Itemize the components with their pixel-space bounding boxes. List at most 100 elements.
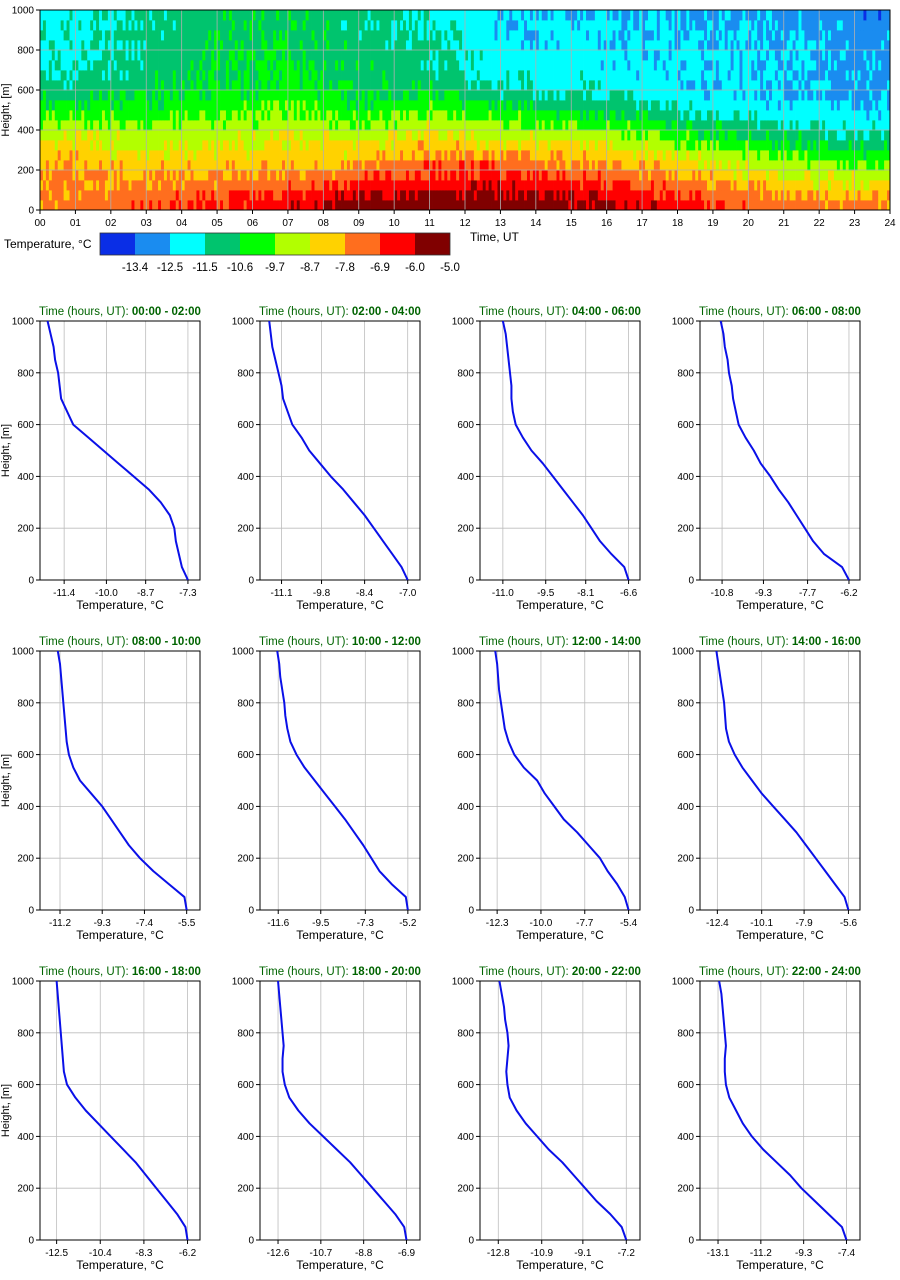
heatmap-cell xyxy=(491,80,495,91)
heatmap-cell xyxy=(618,50,622,61)
heatmap-cell xyxy=(465,100,469,111)
heatmap-cell xyxy=(768,180,773,191)
heatmap-cell xyxy=(763,160,767,171)
heatmap-cell xyxy=(692,40,696,51)
heatmap-cell xyxy=(87,160,91,171)
heatmap-cell xyxy=(541,80,546,91)
heatmap-cell xyxy=(158,110,162,121)
heatmap-cell xyxy=(695,150,699,161)
heatmap-cell xyxy=(727,200,732,211)
heatmap-cell xyxy=(488,90,492,101)
heatmap-cell xyxy=(559,200,563,211)
heatmap-cell xyxy=(423,150,428,161)
heatmap-cell xyxy=(872,170,876,181)
heatmap-cell xyxy=(485,110,490,121)
heatmap-cell xyxy=(594,90,599,101)
heatmap-cell xyxy=(783,200,788,211)
heatmap-cell xyxy=(40,150,44,161)
heatmap-cell xyxy=(367,40,371,51)
heatmap-cell xyxy=(228,140,233,151)
heatmap-cell xyxy=(317,170,321,181)
heatmap-cell xyxy=(668,160,672,171)
heatmap-cell xyxy=(376,190,380,201)
heatmap-cell xyxy=(63,70,67,81)
heatmap-cell xyxy=(473,130,478,141)
heatmap-cell xyxy=(335,110,339,121)
heatmap-cell xyxy=(93,130,97,141)
heatmap-cell xyxy=(606,110,611,121)
heatmap-cell xyxy=(836,50,841,61)
heatmap-cell xyxy=(559,100,563,111)
heatmap-cell xyxy=(594,180,599,191)
heatmap-cell xyxy=(727,70,732,81)
heatmap-cell xyxy=(305,170,309,181)
heatmap-cell xyxy=(326,160,330,171)
heatmap-cell xyxy=(701,90,705,101)
heatmap-cell xyxy=(152,80,156,91)
heatmap-cell xyxy=(48,150,53,161)
heatmap-cell xyxy=(556,80,560,91)
heatmap-cell xyxy=(196,40,200,51)
heatmap-cell xyxy=(370,100,374,111)
heatmap-cell xyxy=(450,190,454,201)
heatmap-cell xyxy=(48,170,53,181)
heatmap-cell xyxy=(208,50,212,61)
heatmap-cell xyxy=(869,130,873,141)
heatmap-cell xyxy=(429,190,433,201)
heatmap-cell xyxy=(854,60,858,71)
heatmap-cell xyxy=(704,50,708,61)
heatmap-cell xyxy=(364,100,368,111)
heatmap-cell xyxy=(801,170,805,181)
heatmap-cell xyxy=(884,140,888,151)
heatmap-cell xyxy=(246,180,250,191)
heatmap-cell xyxy=(423,200,428,211)
heatmap-cell xyxy=(686,50,690,61)
heatmap-cell xyxy=(249,50,253,61)
heatmap-cell xyxy=(556,130,560,141)
heatmap-cell xyxy=(240,160,245,171)
heatmap-cell xyxy=(780,80,785,91)
heatmap-cell xyxy=(603,120,608,131)
heatmap-cell xyxy=(863,140,867,151)
heatmap-cell xyxy=(237,110,242,121)
heatmap-cell xyxy=(509,190,513,201)
heatmap-cell xyxy=(149,40,153,51)
heatmap-cell xyxy=(119,40,124,51)
heatmap-cell xyxy=(370,150,374,161)
heatmap-cell xyxy=(571,60,575,71)
heatmap-cell xyxy=(798,170,802,181)
heatmap-cell xyxy=(524,60,528,71)
heatmap-cell xyxy=(376,50,380,61)
heatmap-cell xyxy=(677,180,681,191)
heatmap-cell xyxy=(110,130,115,141)
heatmap-cell xyxy=(748,140,752,151)
heatmap-cell xyxy=(771,80,776,91)
heatmap-cell xyxy=(54,40,59,51)
heatmap-cell xyxy=(506,120,510,131)
heatmap-cell xyxy=(246,110,250,121)
heatmap-cell xyxy=(341,110,345,121)
heatmap-cell xyxy=(394,120,398,131)
heatmap-cell xyxy=(668,90,672,101)
heatmap-cell xyxy=(320,80,324,91)
heatmap-cell xyxy=(302,180,307,191)
heatmap-cell xyxy=(190,150,194,161)
heatmap-cell xyxy=(621,100,625,111)
heatmap-cell xyxy=(51,200,56,211)
heatmap-cell xyxy=(633,50,637,61)
heatmap-cell xyxy=(290,200,295,211)
heatmap-cell xyxy=(175,150,180,161)
heatmap-cell xyxy=(273,110,277,121)
heatmap-cell xyxy=(748,80,752,91)
heatmap-cell xyxy=(60,80,65,91)
heatmap-cell xyxy=(184,200,188,211)
heatmap-cell xyxy=(110,120,115,131)
heatmap-cell xyxy=(163,130,168,141)
heatmap-cell xyxy=(839,80,844,91)
heatmap-cell xyxy=(54,120,59,131)
heatmap-cell xyxy=(279,190,283,201)
heatmap-cell xyxy=(51,160,56,171)
heatmap-cell xyxy=(417,200,422,211)
heatmap-cell xyxy=(503,180,507,191)
heatmap-cell xyxy=(881,50,885,61)
